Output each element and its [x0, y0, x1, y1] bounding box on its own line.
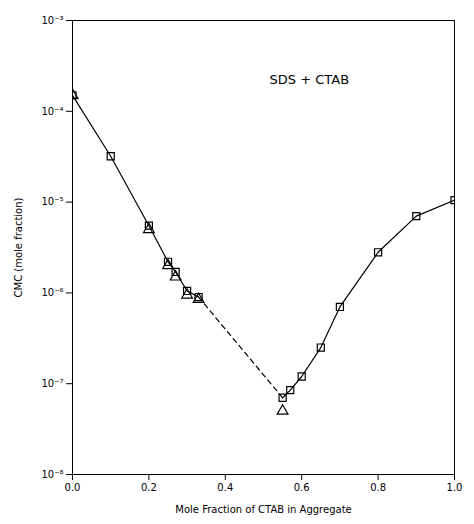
svg-text:10⁻⁸: 10⁻⁸: [41, 469, 63, 480]
svg-text:Mole Fraction of CTAB in Aggre: Mole Fraction of CTAB in Aggregate: [175, 504, 351, 515]
svg-text:0.0: 0.0: [65, 482, 81, 493]
svg-text:CMC (mole fraction): CMC (mole fraction): [13, 197, 24, 297]
svg-text:SDS + CTAB: SDS + CTAB: [270, 72, 350, 87]
svg-text:1.0: 1.0: [447, 482, 463, 493]
svg-text:0.6: 0.6: [294, 482, 310, 493]
svg-text:0.2: 0.2: [141, 482, 157, 493]
svg-text:10⁻⁶: 10⁻⁶: [41, 287, 63, 298]
svg-text:10⁻⁴: 10⁻⁴: [41, 106, 63, 117]
svg-text:0.4: 0.4: [217, 482, 233, 493]
svg-text:10⁻³: 10⁻³: [41, 15, 63, 26]
svg-text:0.8: 0.8: [370, 482, 386, 493]
svg-text:10⁻⁵: 10⁻⁵: [41, 196, 63, 207]
svg-text:10⁻⁷: 10⁻⁷: [41, 378, 63, 389]
